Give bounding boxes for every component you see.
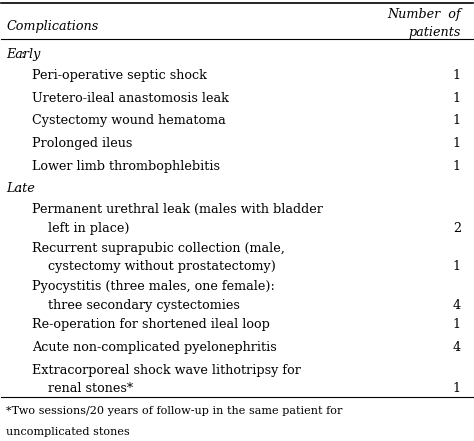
- Text: 1: 1: [453, 92, 461, 105]
- Text: Lower limb thrombophlebitis: Lower limb thrombophlebitis: [32, 160, 220, 173]
- Text: Late: Late: [6, 182, 35, 195]
- Text: Pyocystitis (three males, one female):: Pyocystitis (three males, one female):: [32, 280, 275, 293]
- Text: 2: 2: [453, 222, 461, 235]
- Text: 1: 1: [453, 382, 461, 395]
- Text: Permanent urethral leak (males with bladder: Permanent urethral leak (males with blad…: [32, 203, 323, 216]
- Text: renal stones*: renal stones*: [47, 382, 133, 395]
- Text: 1: 1: [453, 160, 461, 173]
- Text: 1: 1: [453, 114, 461, 127]
- Text: Cystectomy wound hematoma: Cystectomy wound hematoma: [32, 114, 226, 127]
- Text: 1: 1: [453, 69, 461, 82]
- Text: left in place): left in place): [47, 222, 129, 235]
- Text: patients: patients: [409, 26, 461, 39]
- Text: 4: 4: [453, 341, 461, 354]
- Text: Uretero-ileal anastomosis leak: Uretero-ileal anastomosis leak: [32, 92, 229, 105]
- Text: Recurrent suprapubic collection (male,: Recurrent suprapubic collection (male,: [32, 242, 285, 254]
- Text: 1: 1: [453, 137, 461, 150]
- Text: *Two sessions/20 years of follow-up in the same patient for: *Two sessions/20 years of follow-up in t…: [6, 407, 343, 416]
- Text: uncomplicated stones: uncomplicated stones: [6, 427, 130, 437]
- Text: Complications: Complications: [6, 20, 98, 33]
- Text: cystectomy without prostatectomy): cystectomy without prostatectomy): [47, 260, 275, 273]
- Text: 1: 1: [453, 260, 461, 273]
- Text: Peri-operative septic shock: Peri-operative septic shock: [32, 69, 207, 82]
- Text: Early: Early: [6, 48, 40, 61]
- Text: Number  of: Number of: [387, 8, 461, 21]
- Text: :: :: [18, 182, 22, 195]
- Text: :: :: [20, 48, 25, 61]
- Text: 4: 4: [453, 299, 461, 312]
- Text: 1: 1: [453, 318, 461, 331]
- Text: Prolonged ileus: Prolonged ileus: [32, 137, 132, 150]
- Text: Re-operation for shortened ileal loop: Re-operation for shortened ileal loop: [32, 318, 270, 331]
- Text: Extracorporeal shock wave lithotripsy for: Extracorporeal shock wave lithotripsy fo…: [32, 364, 301, 377]
- Text: Acute non-complicated pyelonephritis: Acute non-complicated pyelonephritis: [32, 341, 277, 354]
- Text: three secondary cystectomies: three secondary cystectomies: [47, 299, 239, 312]
